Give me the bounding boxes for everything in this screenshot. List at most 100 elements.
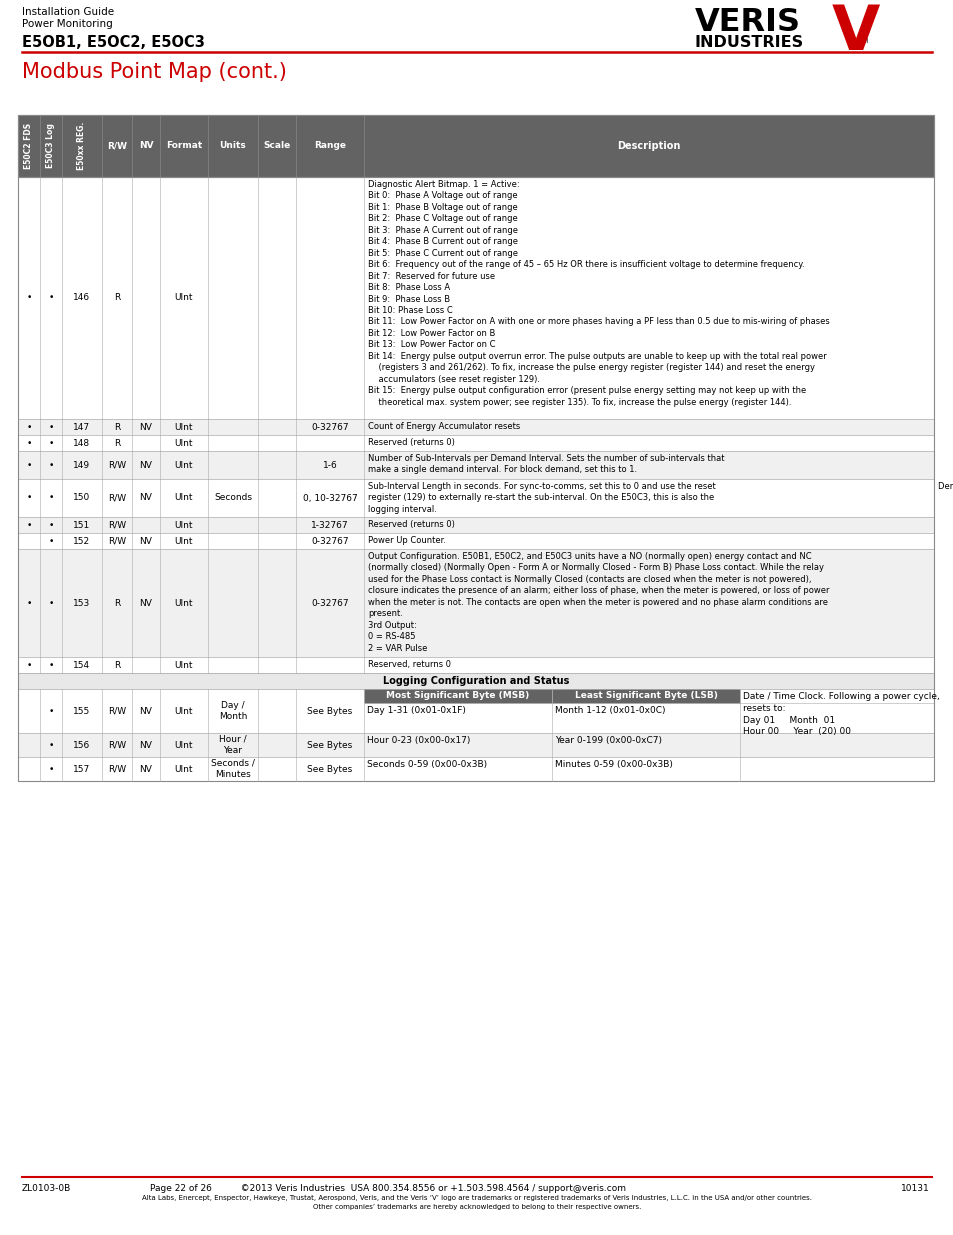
Text: 0, 10-32767: 0, 10-32767 <box>302 494 357 503</box>
Text: Output Configuration. E50B1, E50C2, and E50C3 units have a NO (normally open) en: Output Configuration. E50B1, E50C2, and … <box>368 552 828 652</box>
Text: 151: 151 <box>73 520 91 530</box>
Bar <box>364 689 552 703</box>
Text: UInt: UInt <box>174 741 193 750</box>
Text: •: • <box>49 706 53 715</box>
Text: •: • <box>49 661 53 669</box>
Text: Installation Guide: Installation Guide <box>22 7 114 17</box>
Text: Day /
Month: Day / Month <box>218 701 247 721</box>
Text: E50C3 Log: E50C3 Log <box>47 124 55 168</box>
Text: •: • <box>49 494 53 503</box>
Text: Modbus Point Map (cont.): Modbus Point Map (cont.) <box>22 62 287 82</box>
Text: 1-6: 1-6 <box>322 461 337 469</box>
Text: 153: 153 <box>73 599 91 608</box>
Bar <box>18 479 933 517</box>
Bar <box>18 673 933 689</box>
Text: R/W: R/W <box>108 741 126 750</box>
Text: •: • <box>27 438 31 447</box>
Text: R/W: R/W <box>108 706 126 715</box>
Text: R: R <box>113 661 120 669</box>
Text: E50xx REG.: E50xx REG. <box>77 122 87 170</box>
Text: 155: 155 <box>73 706 91 715</box>
Text: Seconds /
Minutes: Seconds / Minutes <box>211 760 254 779</box>
Bar <box>18 419 933 435</box>
Text: INDUSTRIES: INDUSTRIES <box>695 35 803 49</box>
Text: 0-32767: 0-32767 <box>311 422 349 431</box>
Text: Sub-Interval Length in seconds. For sync-to-comms, set this to 0 and use the res: Sub-Interval Length in seconds. For sync… <box>368 482 715 514</box>
Text: Other companies’ trademarks are hereby acknowledged to belong to their respectiv: Other companies’ trademarks are hereby a… <box>313 1204 640 1210</box>
Text: R: R <box>113 422 120 431</box>
Text: •: • <box>27 422 31 431</box>
Text: UInt: UInt <box>174 599 193 608</box>
Text: Format: Format <box>166 142 202 151</box>
Text: Reserved (returns 0): Reserved (returns 0) <box>368 438 455 447</box>
Text: Least Significant Byte (LSB): Least Significant Byte (LSB) <box>574 692 717 700</box>
Text: 154: 154 <box>73 661 91 669</box>
Text: Demand Calculation: Demand Calculation <box>937 482 953 492</box>
Text: UInt: UInt <box>174 520 193 530</box>
Text: E50C2 FDS: E50C2 FDS <box>25 124 33 169</box>
Text: E5OB1, E5OC2, E5OC3: E5OB1, E5OC2, E5OC3 <box>22 35 205 49</box>
Text: Description: Description <box>617 141 680 151</box>
Text: NV: NV <box>139 536 152 546</box>
Text: 148: 148 <box>73 438 91 447</box>
Text: 157: 157 <box>73 764 91 773</box>
Text: UInt: UInt <box>174 764 193 773</box>
Text: R: R <box>113 599 120 608</box>
Bar <box>18 435 933 451</box>
Text: NV: NV <box>139 599 152 608</box>
Text: UInt: UInt <box>174 706 193 715</box>
Bar <box>740 689 933 703</box>
Text: UInt: UInt <box>174 438 193 447</box>
Text: •: • <box>49 741 53 750</box>
Text: V: V <box>831 2 880 63</box>
Text: R/W: R/W <box>107 142 127 151</box>
Text: •: • <box>49 536 53 546</box>
Text: Count of Energy Accumulator resets: Count of Energy Accumulator resets <box>368 422 519 431</box>
Text: 150: 150 <box>73 494 91 503</box>
Text: •: • <box>49 764 53 773</box>
Text: •: • <box>49 461 53 469</box>
Text: UInt: UInt <box>174 422 193 431</box>
Text: UInt: UInt <box>174 461 193 469</box>
Bar <box>18 177 933 419</box>
Text: Date / Time Clock. Following a power cycle,
resets to:
Day 01     Month  01
Hour: Date / Time Clock. Following a power cyc… <box>742 692 939 736</box>
Text: •: • <box>49 422 53 431</box>
Bar <box>18 657 933 673</box>
Text: 156: 156 <box>73 741 91 750</box>
Text: UInt: UInt <box>174 494 193 503</box>
Text: Page 22 of 26          ©2013 Veris Industries  USA 800.354.8556 or +1.503.598.45: Page 22 of 26 ©2013 Veris Industries USA… <box>150 1184 625 1193</box>
Text: R/W: R/W <box>108 520 126 530</box>
Text: Range: Range <box>314 142 346 151</box>
Text: NV: NV <box>139 706 152 715</box>
Text: Number of Sub-Intervals per Demand Interval. Sets the number of sub-intervals th: Number of Sub-Intervals per Demand Inter… <box>368 454 723 474</box>
Text: Month 1-12 (0x01-0x0C): Month 1-12 (0x01-0x0C) <box>555 706 665 715</box>
Text: •: • <box>49 438 53 447</box>
Text: 152: 152 <box>73 536 91 546</box>
Text: NV: NV <box>139 422 152 431</box>
Text: TM: TM <box>857 38 867 44</box>
Text: R/W: R/W <box>108 536 126 546</box>
Text: Seconds 0-59 (0x00-0x3B): Seconds 0-59 (0x00-0x3B) <box>367 760 487 769</box>
Text: NV: NV <box>138 142 153 151</box>
Text: R: R <box>113 294 120 303</box>
Text: UInt: UInt <box>174 536 193 546</box>
Text: Units: Units <box>219 142 246 151</box>
Text: Power Monitoring: Power Monitoring <box>22 19 112 28</box>
Text: Diagnostic Alert Bitmap. 1 = Active:
Bit 0:  Phase A Voltage out of range
Bit 1:: Diagnostic Alert Bitmap. 1 = Active: Bit… <box>368 180 829 406</box>
Text: •: • <box>27 661 31 669</box>
Text: Power Up Counter.: Power Up Counter. <box>368 536 446 545</box>
Text: NV: NV <box>139 461 152 469</box>
Bar <box>18 734 933 757</box>
Text: •: • <box>27 461 31 469</box>
Text: Minutes 0-59 (0x00-0x3B): Minutes 0-59 (0x00-0x3B) <box>555 760 672 769</box>
Text: ZL0103-0B: ZL0103-0B <box>22 1184 71 1193</box>
Text: Alta Labs, Enercept, Enspector, Hawkeye, Trustat, Aerospond, Veris, and the Veri: Alta Labs, Enercept, Enspector, Hawkeye,… <box>142 1195 811 1200</box>
Text: Reserved (returns 0): Reserved (returns 0) <box>368 520 455 529</box>
Bar <box>18 115 933 177</box>
Text: •: • <box>49 599 53 608</box>
Bar <box>18 451 933 479</box>
Text: R: R <box>113 438 120 447</box>
Text: NV: NV <box>139 764 152 773</box>
Bar <box>18 115 933 177</box>
Text: 10131: 10131 <box>901 1184 929 1193</box>
